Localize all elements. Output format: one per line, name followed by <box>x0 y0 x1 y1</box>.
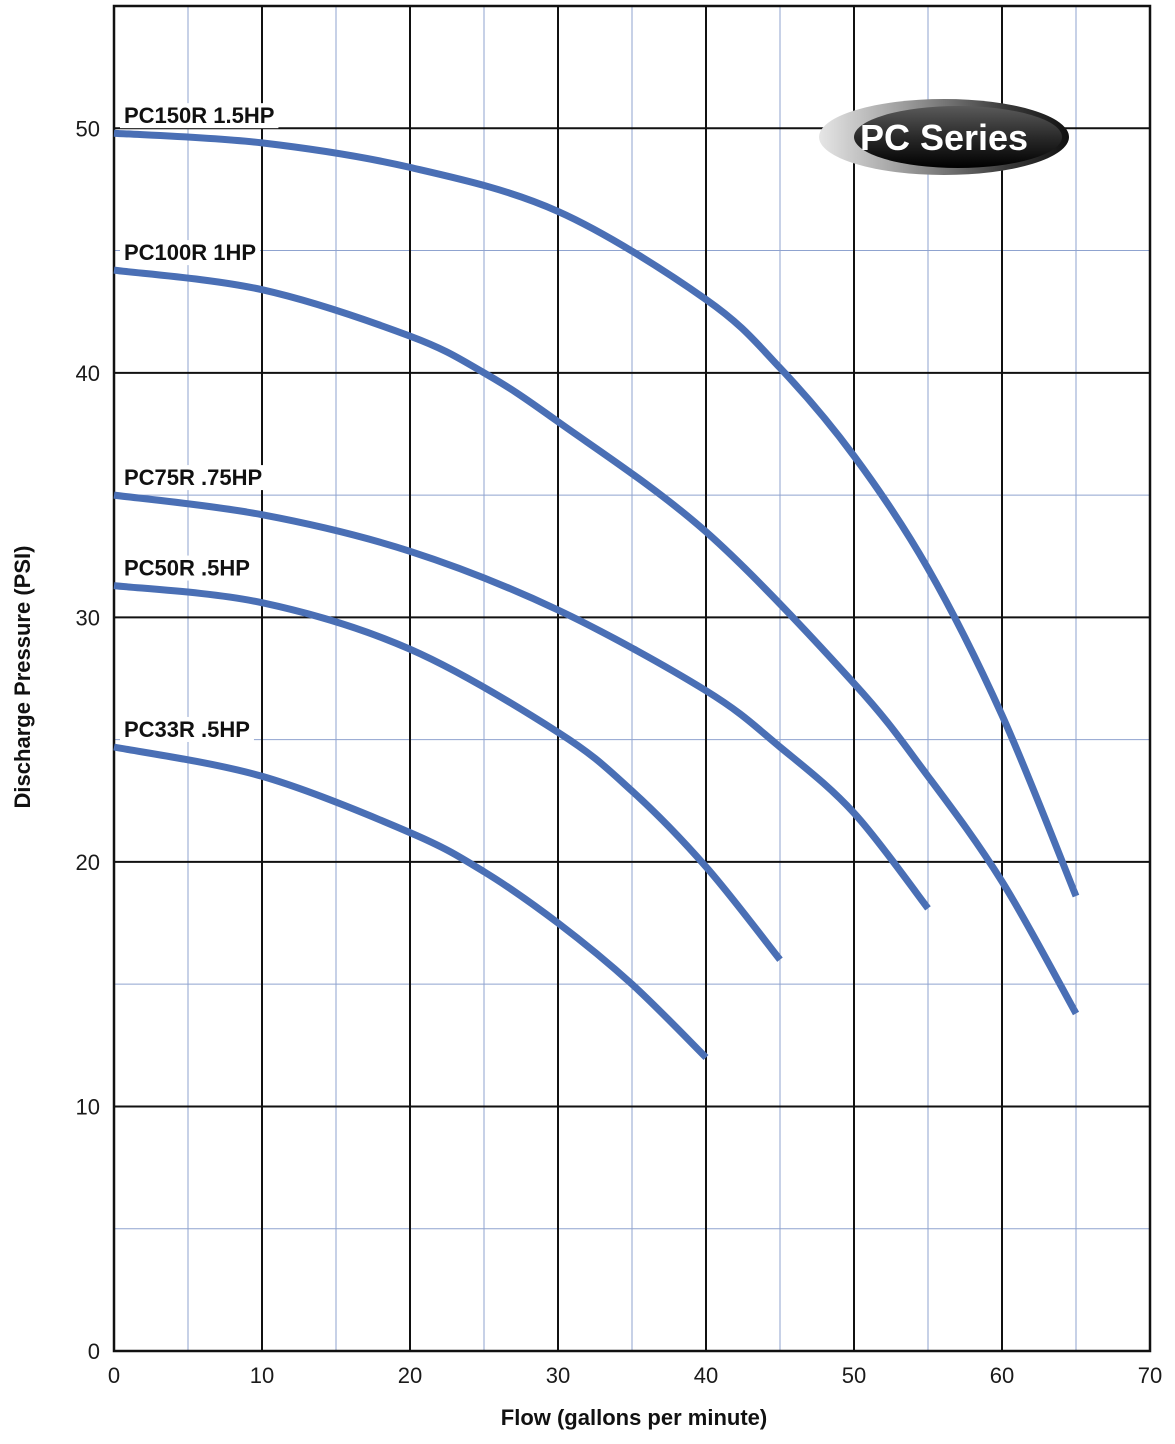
minor-grid <box>114 6 1150 1351</box>
series-label-bg <box>120 103 279 129</box>
y-tick-label: 30 <box>76 605 100 630</box>
series-label-bg <box>120 716 254 742</box>
series-label-2: PC75R .75HP <box>124 465 262 490</box>
x-tick-label: 50 <box>842 1363 866 1388</box>
series-label-4: PC33R .5HP <box>124 717 250 742</box>
series-line-4 <box>113 743 709 1060</box>
tick-labels: 0 10 20 30 40 50 60 70 0 10 20 30 40 50 <box>76 116 1163 1388</box>
badge-inner <box>854 106 1062 168</box>
y-tick-label: 20 <box>76 850 100 875</box>
y-axis-title: Discharge Pressure (PSI) <box>10 546 35 809</box>
series-label-bg <box>120 465 267 491</box>
x-tick-label: 60 <box>990 1363 1014 1388</box>
series-label-bg <box>120 240 261 266</box>
series-line-2 <box>113 491 931 911</box>
y-tick-label: 0 <box>88 1339 100 1364</box>
y-tick-label: 10 <box>76 1094 100 1119</box>
series-labels: PC150R 1.5HP PC100R 1HP PC75R .75HP PC50R .… <box>120 103 279 742</box>
series-lines <box>113 129 1080 1060</box>
x-axis-title: Flow (gallons per minute) <box>501 1405 767 1430</box>
series-label-bg <box>120 555 254 581</box>
x-tick-label: 30 <box>546 1363 570 1388</box>
series-line-1 <box>113 266 1080 1016</box>
y-tick-label: 40 <box>76 361 100 386</box>
x-tick-label: 0 <box>108 1363 120 1388</box>
series-label-1: PC100R 1HP <box>124 240 256 265</box>
series-badge: PC Series <box>819 99 1069 175</box>
x-tick-label: 70 <box>1138 1363 1162 1388</box>
x-tick-label: 10 <box>250 1363 274 1388</box>
series-label-0: PC150R 1.5HP <box>124 103 274 128</box>
x-tick-label: 40 <box>694 1363 718 1388</box>
y-tick-label: 50 <box>76 116 100 141</box>
series-line-0 <box>113 129 1080 898</box>
plot-frame <box>112 4 1152 1353</box>
series-label-3: PC50R .5HP <box>124 556 250 581</box>
series-line-3 <box>113 582 783 962</box>
badge-label: PC Series <box>860 117 1028 158</box>
x-tick-label: 20 <box>398 1363 422 1388</box>
